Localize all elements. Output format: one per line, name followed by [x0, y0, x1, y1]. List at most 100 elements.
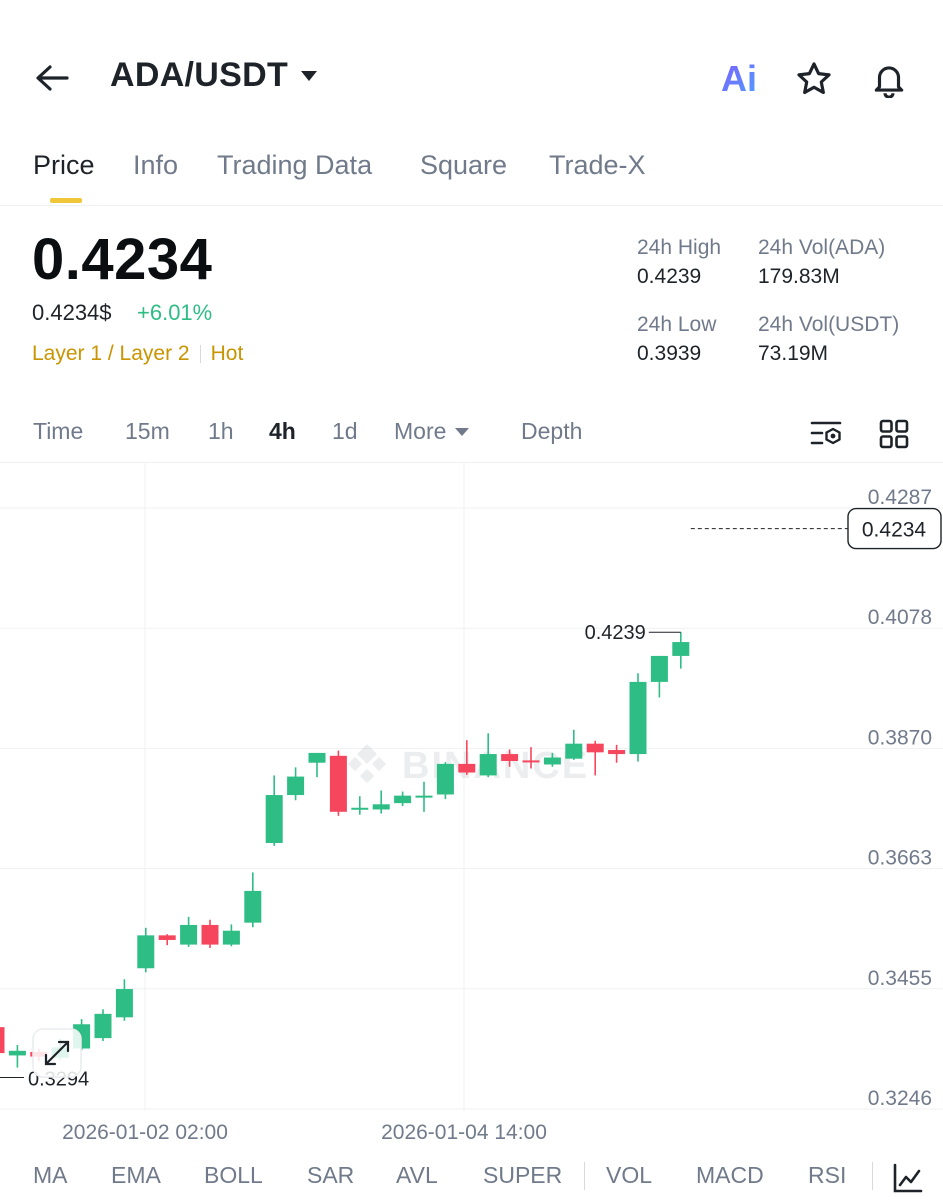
candle-body — [94, 1013, 112, 1039]
interval-bar: Time 15m 1h 4h 1d More Depth — [0, 410, 943, 460]
candle-body — [201, 924, 219, 945]
back-arrow-icon — [36, 65, 69, 91]
tab-square[interactable]: Square — [420, 150, 508, 180]
high-marker-label: 0.4239 — [585, 622, 646, 644]
candle — [115, 979, 133, 1021]
stat-high-value: 0.4239 — [637, 265, 702, 288]
candle-body — [394, 795, 412, 804]
indicator-super[interactable]: SUPER — [483, 1162, 563, 1188]
candle — [458, 740, 476, 775]
tag-divider — [199, 345, 201, 363]
candle-body — [415, 795, 433, 798]
candle — [436, 762, 454, 800]
bell-icon — [874, 66, 904, 98]
favorite-button[interactable] — [791, 56, 837, 102]
x-tick-label: 2026-01-04 14:00 — [381, 1121, 547, 1144]
category-tags: Layer 1 / Layer 2 Hot — [32, 342, 243, 366]
candle — [265, 775, 283, 846]
interval-4h[interactable]: 4h — [269, 418, 296, 444]
candle — [372, 790, 390, 814]
back-button[interactable] — [30, 58, 74, 98]
candle-body — [436, 763, 454, 795]
candle — [543, 752, 561, 767]
indicator-settings-button[interactable] — [888, 1158, 928, 1198]
x-tick-label: 2026-01-02 02:00 — [62, 1121, 228, 1144]
interval-1d[interactable]: 1d — [332, 418, 358, 444]
chart-settings-icon — [810, 421, 842, 445]
expand-icon — [44, 1040, 70, 1066]
candle-body — [115, 989, 133, 1018]
candle-body — [672, 642, 690, 656]
candle — [608, 744, 626, 763]
stat-high-label: 24h High — [637, 236, 722, 259]
tab-price[interactable]: Price — [33, 150, 95, 180]
indicator-ma[interactable]: MA — [33, 1162, 68, 1188]
candle — [586, 740, 604, 776]
indicator-vol[interactable]: VOL — [606, 1162, 653, 1188]
candle — [394, 791, 412, 807]
x-axis: 2026-01-02 02:00 2026-01-04 14:00 — [62, 1121, 547, 1144]
candle — [565, 729, 583, 760]
candle-body — [586, 743, 604, 753]
candle-body — [158, 935, 176, 940]
interval-1h[interactable]: 1h — [208, 418, 234, 444]
grid-icon — [879, 419, 909, 449]
candle — [8, 1045, 26, 1068]
indicator-macd[interactable]: MACD — [696, 1162, 764, 1188]
candle — [287, 767, 305, 801]
chart-settings-button[interactable] — [807, 414, 847, 454]
tab-info[interactable]: Info — [133, 150, 179, 180]
stat-vol-usdt-value: 73.19M — [758, 342, 829, 365]
interval-depth[interactable]: Depth — [521, 418, 583, 444]
tab-trading-data[interactable]: Trading Data — [217, 150, 373, 180]
interval-15m[interactable]: 15m — [125, 418, 170, 444]
stat-vol-ada-value: 179.83M — [758, 265, 840, 288]
candle-body — [8, 1050, 26, 1056]
ai-icon[interactable]: Ai — [716, 56, 762, 102]
last-price-box — [847, 507, 942, 550]
y-tick-label: 0.3663 — [868, 847, 932, 870]
indicator-divider — [584, 1162, 585, 1190]
candles — [0, 632, 690, 1068]
candle — [201, 919, 219, 949]
indicator-divider — [872, 1162, 873, 1190]
fullscreen-button[interactable] — [32, 1028, 82, 1078]
alert-button[interactable] — [866, 56, 912, 102]
candle-body — [222, 930, 240, 945]
indicator-boll[interactable]: BOLL — [204, 1162, 263, 1188]
usd-price: 0.4234$ — [32, 300, 112, 325]
candle — [222, 924, 240, 947]
last-price: 0.4234 — [32, 227, 213, 292]
layout-button[interactable] — [874, 414, 914, 454]
candle-body — [137, 935, 155, 969]
candle-body — [329, 755, 347, 812]
candle-body — [287, 776, 305, 796]
candle-body — [522, 760, 540, 763]
indicator-sar[interactable]: SAR — [307, 1162, 355, 1188]
section-tabs: Price Info Trading Data Square Trade-X — [0, 140, 943, 206]
indicator-avl[interactable]: AVL — [396, 1162, 438, 1188]
top-bar: ADA/USDT Ai — [0, 0, 943, 130]
interval-more[interactable]: More — [394, 418, 470, 445]
candle — [672, 632, 690, 669]
tab-trade-x[interactable]: Trade-X — [549, 150, 646, 180]
candle — [244, 872, 262, 928]
interval-time[interactable]: Time — [33, 418, 84, 444]
tag-layer[interactable]: Layer 1 / Layer 2 — [32, 342, 190, 365]
y-tick-label: 0.3455 — [868, 967, 932, 990]
candle — [479, 733, 497, 778]
active-tab-indicator — [50, 198, 82, 203]
indicator-ema[interactable]: EMA — [111, 1162, 161, 1188]
y-axis: 0.4287 0.4078 0.3870 0.3663 0.3455 0.3246 — [868, 486, 932, 1110]
candle-body — [565, 743, 583, 759]
candle-body — [0, 1027, 5, 1054]
candle — [158, 934, 176, 946]
caret-down-icon — [301, 70, 318, 81]
tag-hot[interactable]: Hot — [210, 342, 244, 365]
star-icon — [797, 62, 831, 95]
pair-selector[interactable]: ADA/USDT — [110, 56, 318, 95]
indicator-rsi[interactable]: RSI — [808, 1162, 847, 1188]
candle — [629, 673, 647, 762]
